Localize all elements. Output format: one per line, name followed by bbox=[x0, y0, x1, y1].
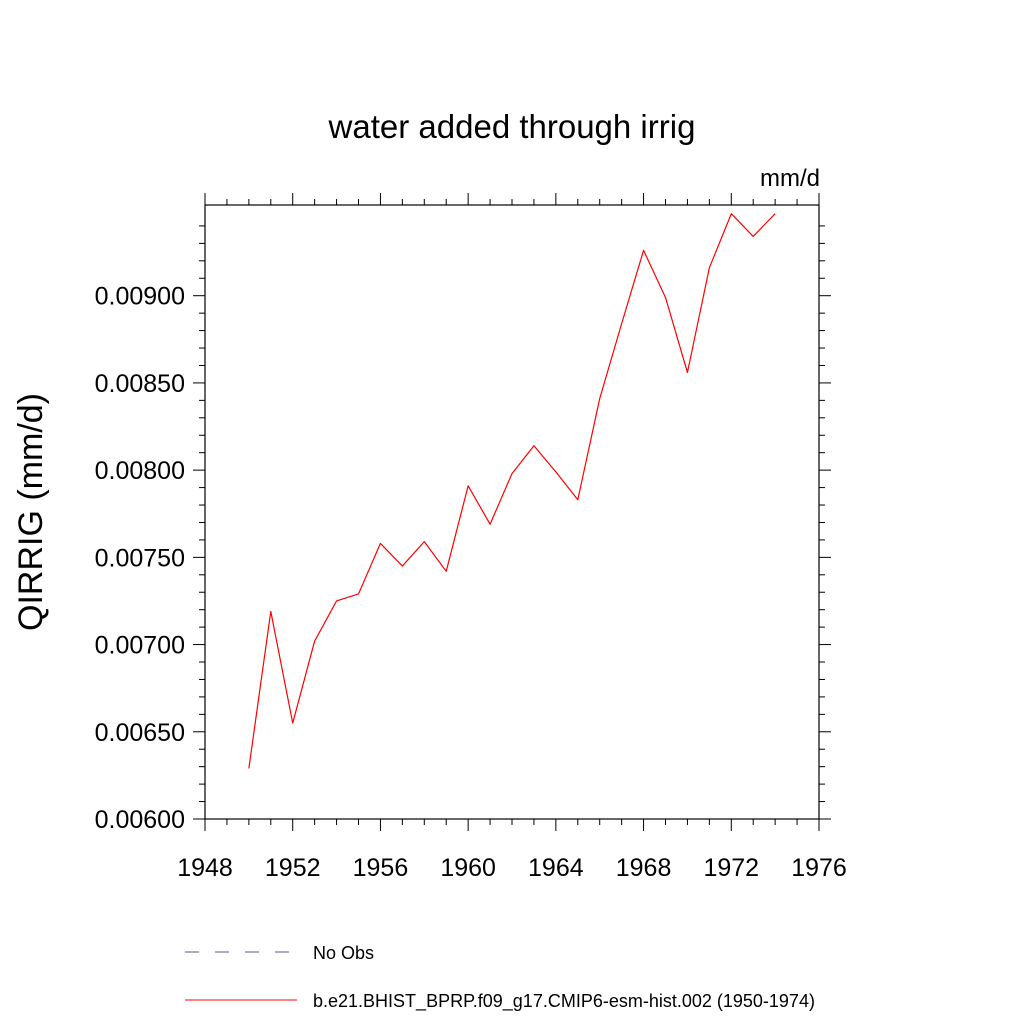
y-tick-label: 0.00800 bbox=[95, 457, 185, 485]
x-tick-label: 1976 bbox=[791, 854, 847, 882]
y-axis-title: QIRRIG (mm/d) bbox=[12, 393, 50, 631]
units-label: mm/d bbox=[760, 165, 820, 192]
y-tick-label: 0.00700 bbox=[95, 632, 185, 660]
plot-frame bbox=[204, 204, 820, 820]
legend-label: No Obs bbox=[313, 943, 374, 963]
series-layer bbox=[248, 213, 776, 769]
x-tick-label: 1960 bbox=[440, 854, 496, 882]
y-tick-label: 0.00650 bbox=[95, 719, 185, 747]
major-ticks bbox=[193, 193, 831, 831]
x-tick-label: 1956 bbox=[353, 854, 409, 882]
y-tick-label: 0.00900 bbox=[95, 283, 185, 311]
y-tick-labels: 0.00600 0.00650 0.00700 0.00750 0.00800 0.008… bbox=[95, 283, 185, 834]
x-tick-label: 1968 bbox=[616, 854, 672, 882]
y-tick-label: 0.00850 bbox=[95, 370, 185, 398]
y-tick-label: 0.00750 bbox=[95, 544, 185, 572]
legend: No Obs b.e21.BHIST_BPRP.f09_g17.CMIP6-esm… bbox=[185, 943, 815, 1012]
x-tick-label: 1948 bbox=[177, 854, 233, 882]
x-tick-label: 1972 bbox=[703, 854, 759, 882]
y-tick-label: 0.00600 bbox=[95, 806, 185, 834]
series-line bbox=[248, 213, 776, 769]
legend-label: b.e21.BHIST_BPRP.f09_g17.CMIP6-esm-hist.… bbox=[313, 991, 815, 1012]
minor-ticks bbox=[199, 199, 825, 825]
x-tick-label: 1952 bbox=[265, 854, 321, 882]
x-tick-labels: 1948 1952 1956 1960 1964 1968 1972 1976 bbox=[177, 854, 847, 882]
chart-title: water added through irrig bbox=[328, 108, 696, 145]
x-tick-label: 1964 bbox=[528, 854, 584, 882]
